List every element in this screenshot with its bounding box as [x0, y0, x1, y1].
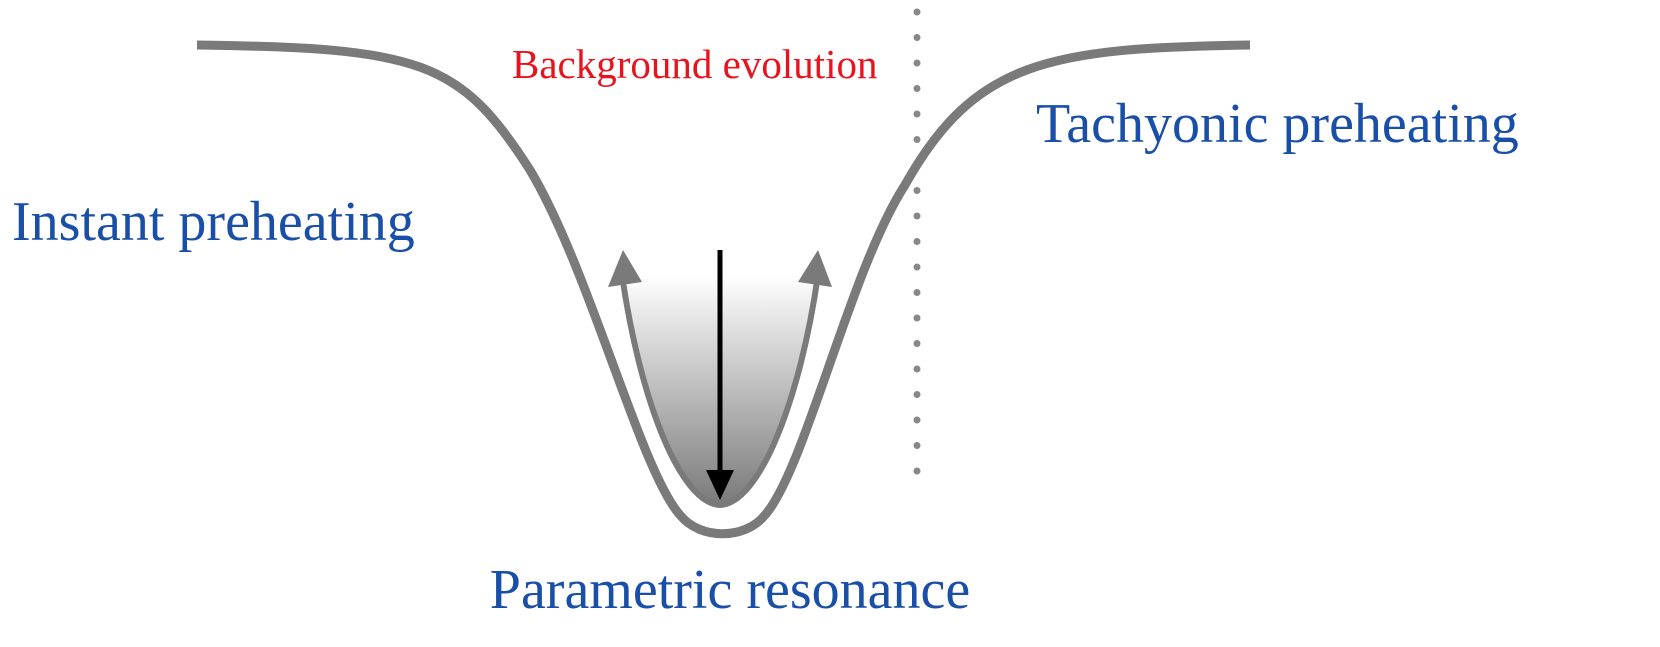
instant-label: Instant preheating — [12, 191, 415, 253]
down-arrow-head — [706, 470, 734, 500]
oscillation-path — [619, 274, 821, 509]
tachyonic-label: Tachyonic preheating — [1036, 93, 1519, 155]
background-label: Background evolution — [512, 41, 878, 87]
parametric-label: Parametric resonance — [490, 559, 970, 621]
arrow-head-left — [608, 250, 642, 287]
potential-curve — [196, 40, 1251, 539]
arrow-head-right — [798, 250, 832, 287]
